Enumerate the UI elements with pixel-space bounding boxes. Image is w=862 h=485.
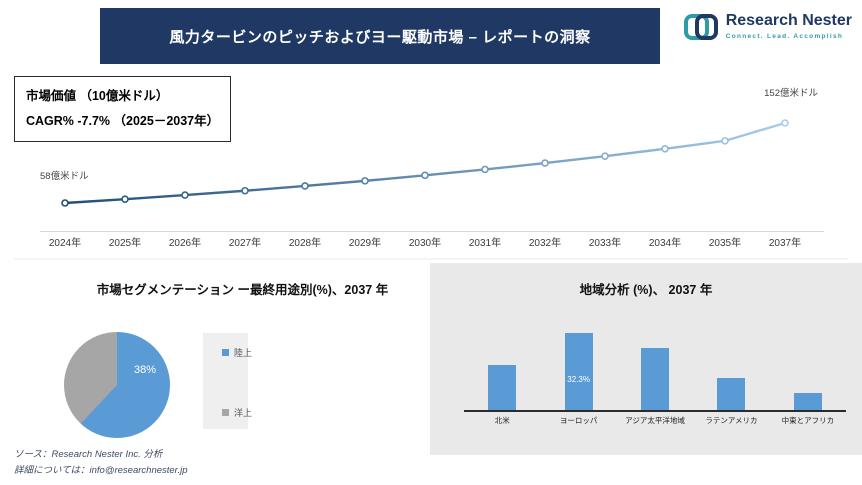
- bar-value-label: 32.3%: [567, 375, 590, 384]
- line-data-point: [61, 199, 69, 207]
- brand-logo: Research Nester Connect. Lead. Accomplis…: [683, 12, 852, 42]
- pie-legend-item-offshore: 洋上: [222, 406, 252, 419]
- line-data-point: [601, 152, 609, 160]
- line-series: 2024年 2025年 2026年 2027年 2028年 2029年 2030年 2031年…: [49, 119, 801, 249]
- x-axis-year-label: 2025年: [109, 236, 141, 249]
- brand-name: Research Nester: [725, 12, 852, 29]
- source-line: ソース：Research Nester Inc. 分析: [14, 449, 163, 460]
- source-note: ソース：Research Nester Inc. 分析 詳細については：info…: [14, 447, 188, 479]
- region-bar: 32.3%: [564, 333, 593, 410]
- bar-column: [770, 318, 846, 410]
- x-axis-year-label: 2029年: [349, 236, 381, 249]
- x-axis-year-label: 2026年: [169, 236, 201, 249]
- line-data-point: [361, 177, 369, 185]
- line-data-point: [301, 182, 309, 190]
- x-axis-year-label: 2031年: [469, 236, 501, 249]
- bar-column: 32.3%: [540, 318, 616, 410]
- x-axis-year-label: 2028年: [289, 236, 321, 249]
- x-axis-year-label: 2032年: [529, 236, 561, 249]
- market-value-box: 市場価値 （10億米ドル） CAGR% -7.7% （2025－2037年）: [14, 76, 232, 142]
- x-axis-year-label: 2033年: [589, 236, 621, 249]
- report-title: 風力タービンのピッチおよびヨー駆動市場 – レポートの洞察: [169, 28, 591, 46]
- pie-legend-item-onshore: 陸上: [222, 346, 252, 359]
- offshore-legend-swatch: [222, 409, 229, 416]
- line-start-value-label: 58億米ドル: [40, 170, 89, 182]
- offshore-legend-label: 洋上: [234, 408, 253, 418]
- line-data-point: [241, 186, 249, 195]
- line-data-point: [181, 191, 189, 199]
- bar-chart-axis: [464, 410, 846, 412]
- bar-category-label: ラテンアメリカ: [705, 416, 758, 425]
- report-header: 風力タービンのピッチおよびヨー駆動市場 – レポートの洞察: [100, 8, 660, 64]
- bar-chart-category-axis: 北米 ヨーロッパ アジア太平洋地域 ラテンアメリカ 中東とアフリカ: [464, 415, 846, 426]
- x-axis-year-label: 2030年: [409, 236, 441, 249]
- onshore-legend-swatch: [222, 349, 229, 356]
- line-data-point: [421, 171, 429, 180]
- pie-value-label: 38%: [134, 364, 157, 376]
- cagr-label: CAGR% -7.7% （2025－2037年）: [26, 114, 220, 128]
- bar-category-label: 北米: [494, 416, 510, 425]
- x-axis-year-label: 2027年: [229, 236, 261, 249]
- region-bar: [641, 348, 670, 410]
- region-bar: [488, 365, 517, 410]
- bar-chart-plot-area: 32.3%: [464, 318, 846, 410]
- x-axis-year-label: 2035年: [709, 236, 741, 249]
- region-bar: [793, 393, 822, 410]
- line-data-point: [661, 144, 669, 153]
- onshore-legend-label: 陸上: [234, 348, 253, 358]
- line-end-value-label: 152億米ドル: [764, 87, 818, 99]
- bar-category-label: アジア太平洋地域: [625, 416, 685, 425]
- line-data-point: [481, 165, 489, 174]
- market-value-label: 市場価値 （10億米ドル）: [26, 89, 169, 103]
- pie-chart-title: 市場セグメンテーション ー最終用途別(%)、2037 年: [96, 283, 389, 297]
- bar-column: [617, 318, 693, 410]
- brand-logo-text: Research Nester Connect. Lead. Accomplis…: [726, 12, 852, 40]
- region-bar: [717, 378, 746, 410]
- bar-column: [464, 318, 540, 410]
- bar-category-label: ヨーロッパ: [559, 416, 598, 425]
- line-data-point: [541, 159, 549, 167]
- bar-category-label: 中東とアフリカ: [781, 416, 835, 425]
- line-data-point: [781, 119, 789, 127]
- brand-tagline: Connect. Lead. Accomplish: [725, 32, 844, 40]
- bar-column: [693, 318, 769, 410]
- contact-line: 詳細については：info@researchnester.jp: [14, 465, 188, 477]
- end-use-pie-chart: 38%: [64, 332, 170, 438]
- regional-analysis-panel: 地域分析 (%)、 2037 年 32.3% 北米 ヨーロッパ アジア太平洋地域 ラテ…: [430, 263, 862, 455]
- bar-chart-title: 地域分析 (%)、 2037 年: [579, 283, 713, 297]
- x-axis-year-label: 2024年: [49, 236, 81, 249]
- line-data-point: [121, 195, 129, 203]
- x-axis-year-label: 2037年: [769, 236, 801, 249]
- brand-logo-icon: [683, 14, 718, 40]
- x-axis-year-label: 2034年: [649, 236, 681, 249]
- line-data-point: [721, 137, 729, 145]
